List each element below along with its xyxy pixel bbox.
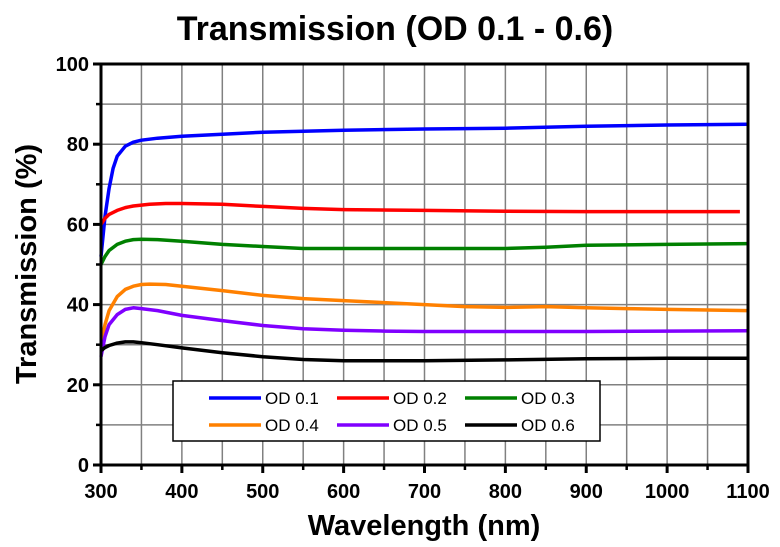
series-line-od-6 — [99, 340, 748, 363]
y-tick-label: 80 — [67, 134, 89, 156]
legend-item: OD 0.1 — [209, 389, 319, 408]
x-tick-label: 1000 — [645, 481, 690, 503]
series-line-od-5 — [99, 306, 749, 358]
x-tick-label: 800 — [489, 481, 522, 503]
x-tick-label: 700 — [408, 481, 441, 503]
series-group — [99, 122, 749, 363]
legend-label: OD 0.3 — [521, 389, 575, 408]
legend-item: OD 0.2 — [337, 389, 447, 408]
x-axis-title: Wavelength (nm) — [308, 510, 541, 542]
ticks: 300 400 500 600 700 800 900 1000 1100 0 20 40 60 80 10… — [56, 54, 770, 503]
series-line-od-2 — [99, 201, 740, 226]
x-tick-label: 300 — [84, 481, 117, 503]
x-tick-label: 1100 — [726, 481, 769, 503]
series-line-od-4 — [99, 282, 749, 346]
legend-item: OD 0.4 — [209, 416, 319, 435]
series-line-od-1 — [99, 122, 749, 257]
legend-label: OD 0.1 — [265, 389, 319, 408]
legend-item: OD 0.3 — [465, 389, 575, 408]
x-tick-label: 900 — [570, 481, 603, 503]
chart-title: Transmission (OD 0.1 - 0.6) — [177, 10, 613, 48]
legend-label: OD 0.6 — [521, 416, 575, 435]
legend-label: OD 0.2 — [393, 389, 447, 408]
x-tick-label: 400 — [165, 481, 198, 503]
y-tick-label: 20 — [67, 375, 89, 397]
legend-item: OD 0.6 — [465, 416, 575, 435]
y-axis-title: Transmission (%) — [11, 144, 43, 384]
y-tick-label: 60 — [67, 214, 89, 236]
series-line-od-3 — [99, 237, 749, 266]
y-tick-label: 100 — [56, 54, 89, 76]
x-tick-label: 500 — [246, 481, 279, 503]
legend-item: OD 0.5 — [337, 416, 447, 435]
legend-box — [172, 380, 601, 442]
legend: OD 0.1 OD 0.2 OD 0.3 OD 0.4 OD 0.5 OD 0.6 — [172, 380, 601, 442]
x-tick-label: 600 — [327, 481, 360, 503]
legend-label: OD 0.5 — [393, 416, 447, 435]
y-tick-label: 40 — [67, 295, 89, 317]
legend-label: OD 0.4 — [265, 416, 319, 435]
y-tick-label: 0 — [78, 455, 89, 477]
